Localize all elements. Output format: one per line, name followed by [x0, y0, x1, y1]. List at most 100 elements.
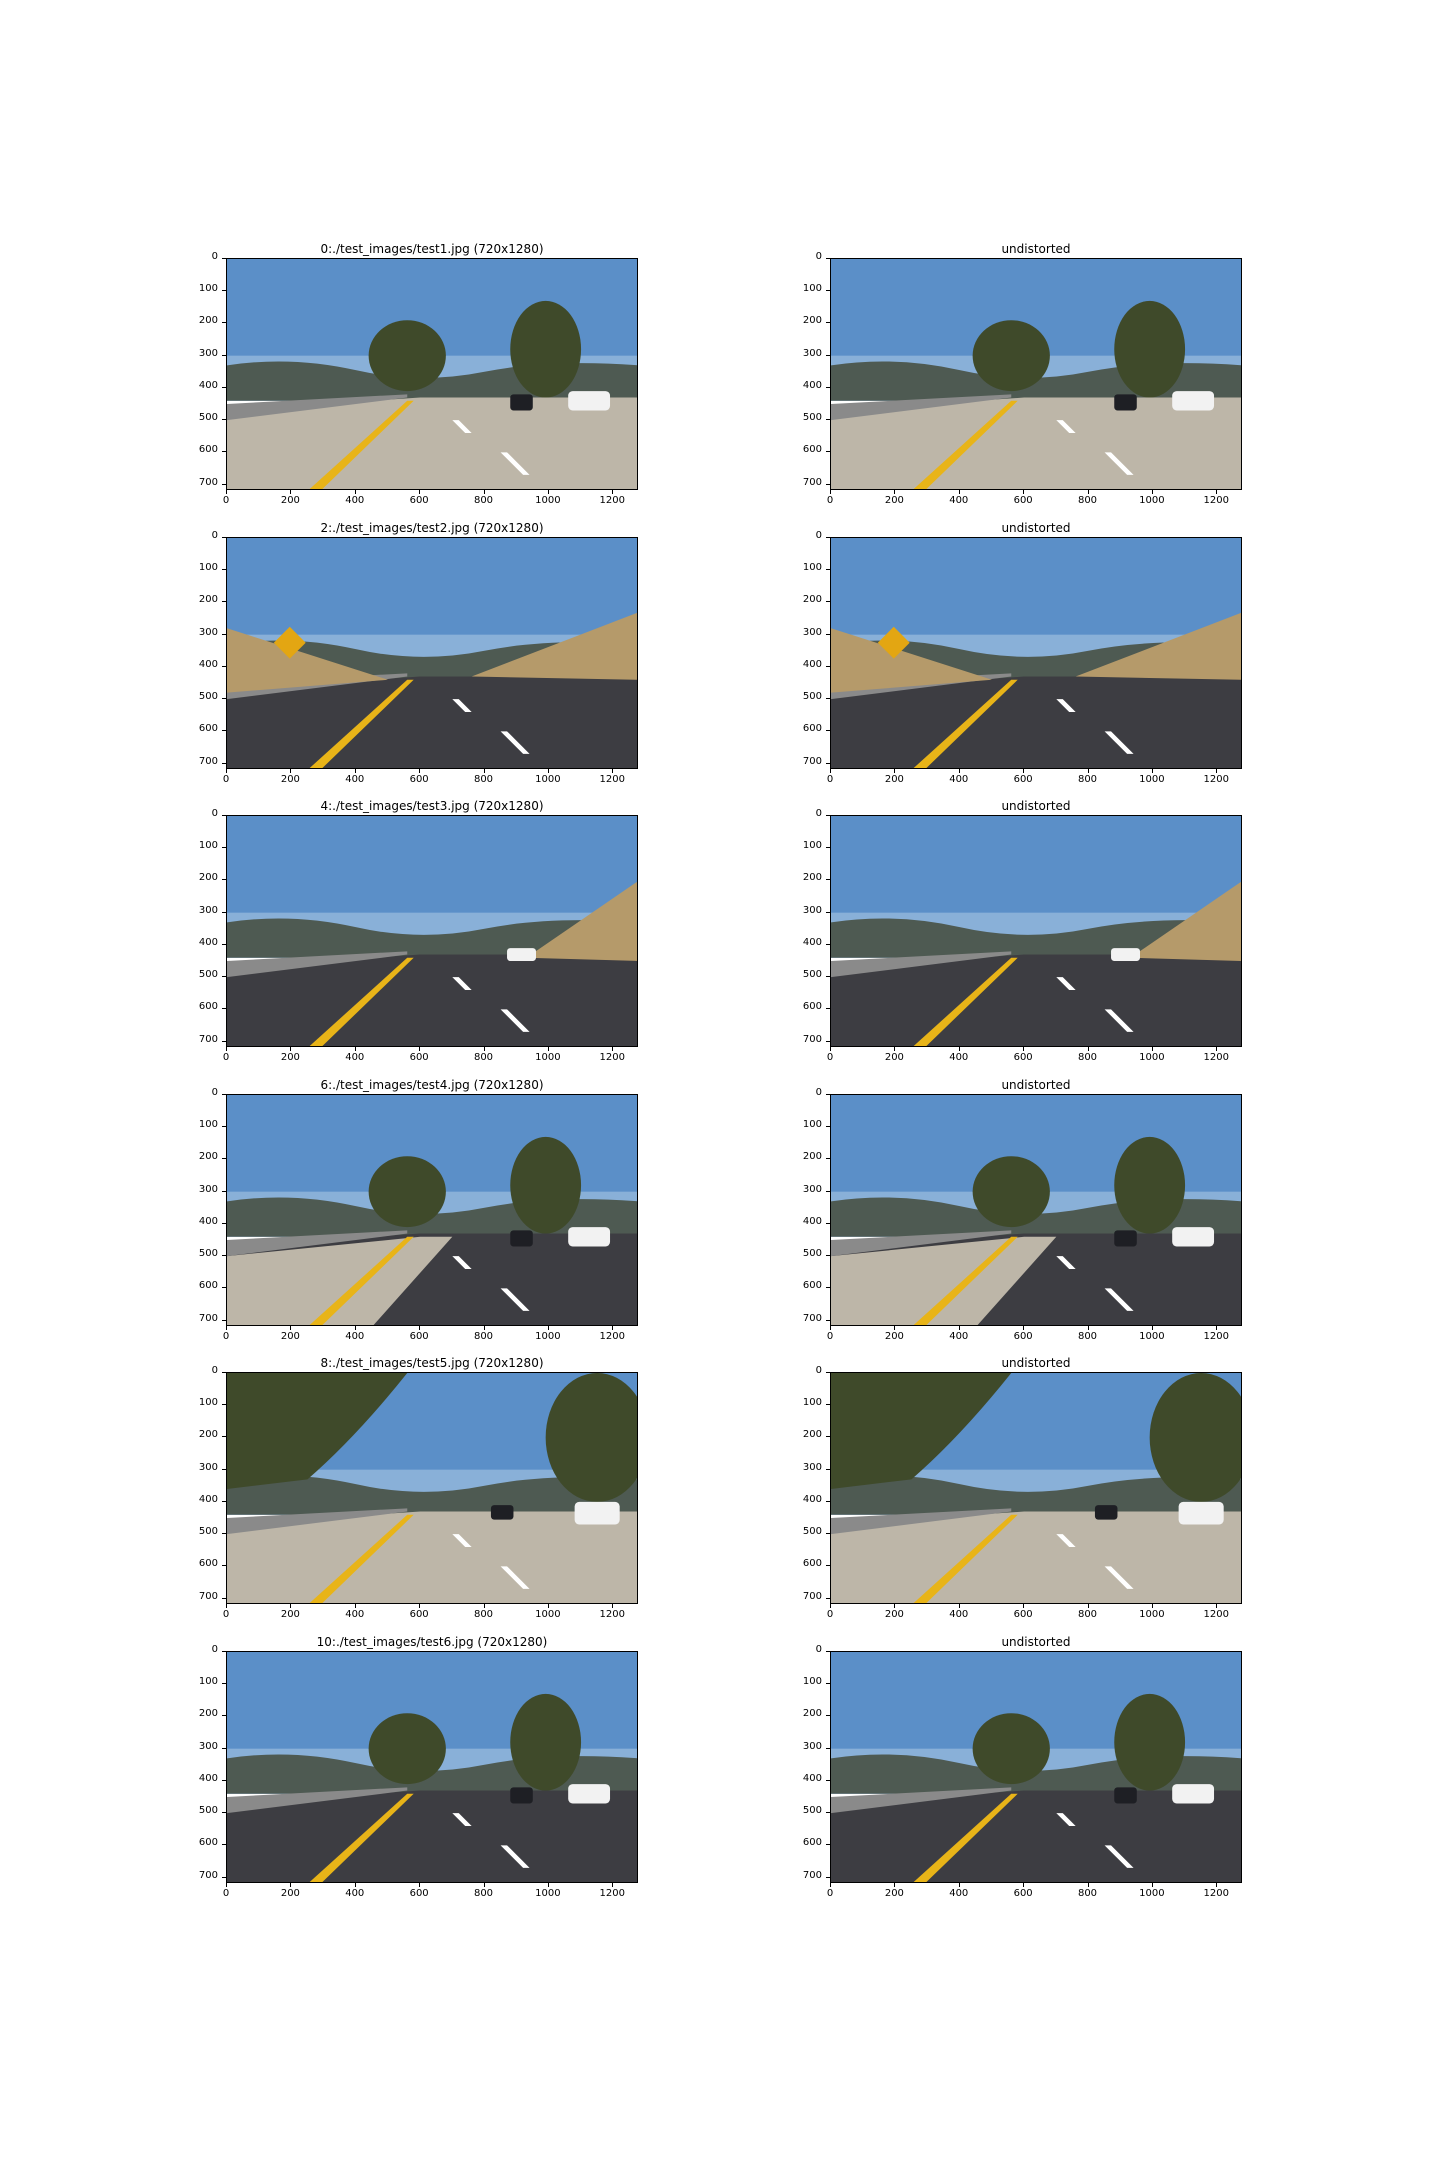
x-tick-mark: [547, 769, 549, 773]
x-tick-mark: [830, 490, 831, 494]
x-tick-label: 600: [1013, 1888, 1033, 1899]
image-panel: undistorted 0 100 200 300 400 500 600 700 0 200 400…: [803, 799, 1242, 1063]
x-tick-label: 400: [345, 1331, 365, 1342]
x-tick-label: 0: [826, 774, 834, 785]
x-tick-mark: [419, 1326, 421, 1330]
y-tick-label: 200: [198, 872, 218, 884]
y-tick-label: 700: [198, 1869, 218, 1881]
y-tick-label: 200: [802, 315, 822, 327]
y-tick-label: 500: [802, 969, 822, 981]
y-tick-label: 700: [198, 1590, 218, 1602]
y-tick-label: 300: [802, 1461, 822, 1473]
y-tick-label: 400: [802, 658, 822, 670]
x-tick-mark: [1151, 1883, 1153, 1887]
y-tick-label: 500: [198, 1526, 218, 1538]
x-tick-label: 1000: [535, 1609, 561, 1620]
x-tick-label: 200: [884, 774, 904, 785]
y-tick-mark: [826, 601, 830, 603]
x-tick-mark: [1216, 1883, 1218, 1887]
x-tick-mark: [290, 490, 292, 494]
y-tick-label: 200: [802, 1151, 822, 1163]
y-tick-mark: [826, 1404, 830, 1406]
x-tick-mark: [419, 1047, 421, 1051]
y-tick-label: 0: [211, 1087, 218, 1098]
y-tick-label: 200: [802, 594, 822, 606]
y-tick-label: 600: [198, 1558, 218, 1570]
road-photo: [830, 1651, 1242, 1883]
x-tick-label: 1200: [1203, 1052, 1229, 1063]
x-tick-mark: [1216, 490, 1218, 494]
x-tick-label: 1000: [1139, 774, 1165, 785]
x-tick-label: 1200: [599, 1331, 625, 1342]
x-tick-mark: [1216, 1604, 1218, 1608]
x-tick-mark: [1151, 1326, 1153, 1330]
y-tick-mark: [222, 1565, 226, 1567]
road-photo: [830, 1372, 1242, 1604]
y-tick-label: 500: [198, 1805, 218, 1817]
y-tick-label: 700: [802, 1033, 822, 1045]
y-tick-mark: [826, 1812, 830, 1814]
y-tick-mark: [826, 911, 830, 913]
y-tick-mark: [826, 879, 830, 881]
y-tick-label: 100: [802, 1676, 822, 1688]
panel-title: 0:./test_images/test1.jpg (720x1280): [320, 242, 544, 256]
x-tick-label: 800: [1077, 774, 1098, 785]
x-tick-mark: [483, 1604, 485, 1608]
y-tick-mark: [222, 601, 226, 603]
x-tick-mark: [1023, 1883, 1025, 1887]
image-panel: 2:./test_images/test2.jpg (720x1280) 0 100…: [199, 521, 638, 785]
y-tick-label: 200: [198, 1429, 218, 1441]
x-tick-mark: [226, 490, 227, 494]
y-tick-mark: [222, 483, 226, 485]
x-tick-mark: [830, 769, 831, 773]
y-tick-mark: [826, 1008, 830, 1010]
image-panel: undistorted 0 100 200 300 400 500 600 700 0 200 400…: [803, 242, 1242, 506]
y-tick-label: 400: [198, 1493, 218, 1505]
panel-title: undistorted: [1001, 799, 1071, 813]
panel-title: undistorted: [1001, 1078, 1071, 1092]
x-tick-label: 1200: [599, 1888, 625, 1899]
y-tick-mark: [222, 976, 226, 978]
y-tick-mark: [826, 1747, 830, 1749]
y-tick-mark: [222, 290, 226, 292]
x-tick-mark: [1087, 1883, 1089, 1887]
panel-title: 4:./test_images/test3.jpg (720x1280): [320, 799, 544, 813]
x-tick-mark: [1023, 490, 1025, 494]
y-tick-mark: [826, 451, 830, 453]
x-tick-label: 0: [222, 495, 230, 506]
panel-title: 6:./test_images/test4.jpg (720x1280): [320, 1078, 544, 1092]
y-tick-label: 0: [211, 530, 218, 541]
x-tick-mark: [419, 490, 421, 494]
road-photo: [830, 258, 1242, 490]
x-tick-mark: [894, 1604, 896, 1608]
y-tick-label: 500: [802, 1248, 822, 1260]
y-tick-label: 0: [815, 1365, 822, 1376]
y-tick-mark: [826, 322, 830, 324]
y-tick-label: 300: [198, 904, 218, 916]
x-tick-mark: [354, 1883, 356, 1887]
x-tick-mark: [547, 1883, 549, 1887]
road-photo: [226, 1372, 638, 1604]
y-tick-mark: [826, 1372, 830, 1373]
y-tick-mark: [222, 762, 226, 764]
x-tick-label: 800: [473, 1888, 494, 1899]
x-tick-mark: [1087, 1047, 1089, 1051]
image-panel: undistorted 0 100 200 300 400 500 600 700 0 200 400…: [803, 1635, 1242, 1899]
x-tick-label: 200: [280, 1052, 300, 1063]
y-tick-mark: [222, 1844, 226, 1846]
x-tick-label: 800: [473, 495, 494, 506]
y-tick-mark: [222, 1597, 226, 1599]
x-tick-label: 800: [473, 1331, 494, 1342]
x-tick-mark: [894, 1047, 896, 1051]
y-tick-mark: [222, 815, 226, 816]
y-tick-mark: [826, 1779, 830, 1781]
y-tick-mark: [826, 1040, 830, 1042]
panel-title: 2:./test_images/test2.jpg (720x1280): [320, 521, 544, 535]
panel-title: undistorted: [1001, 521, 1071, 535]
y-tick-label: 200: [802, 1429, 822, 1441]
x-tick-label: 600: [1013, 774, 1033, 785]
x-tick-label: 1200: [1203, 1609, 1229, 1620]
x-tick-label: 400: [345, 1052, 365, 1063]
y-tick-label: 700: [802, 1869, 822, 1881]
y-tick-label: 100: [198, 1676, 218, 1688]
